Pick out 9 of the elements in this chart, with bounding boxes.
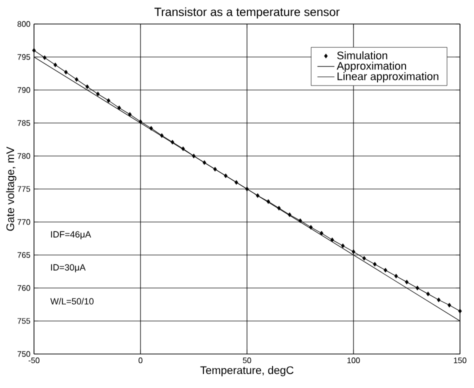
chart-title: Transistor as a temperature sensor <box>154 7 340 18</box>
legend-label: Simulation <box>337 51 388 60</box>
y-axis-title: Gate voltage, mV <box>6 146 16 231</box>
annotation: ID=30μA <box>51 264 86 272</box>
legend-label: Linear approximation <box>338 72 438 82</box>
legend-label: Approximation <box>336 62 406 72</box>
annotation: W/L=50/10 <box>50 298 94 304</box>
x-axis-title: Temperature, degC <box>200 366 294 376</box>
annotation: IDF=46μA <box>51 231 92 240</box>
